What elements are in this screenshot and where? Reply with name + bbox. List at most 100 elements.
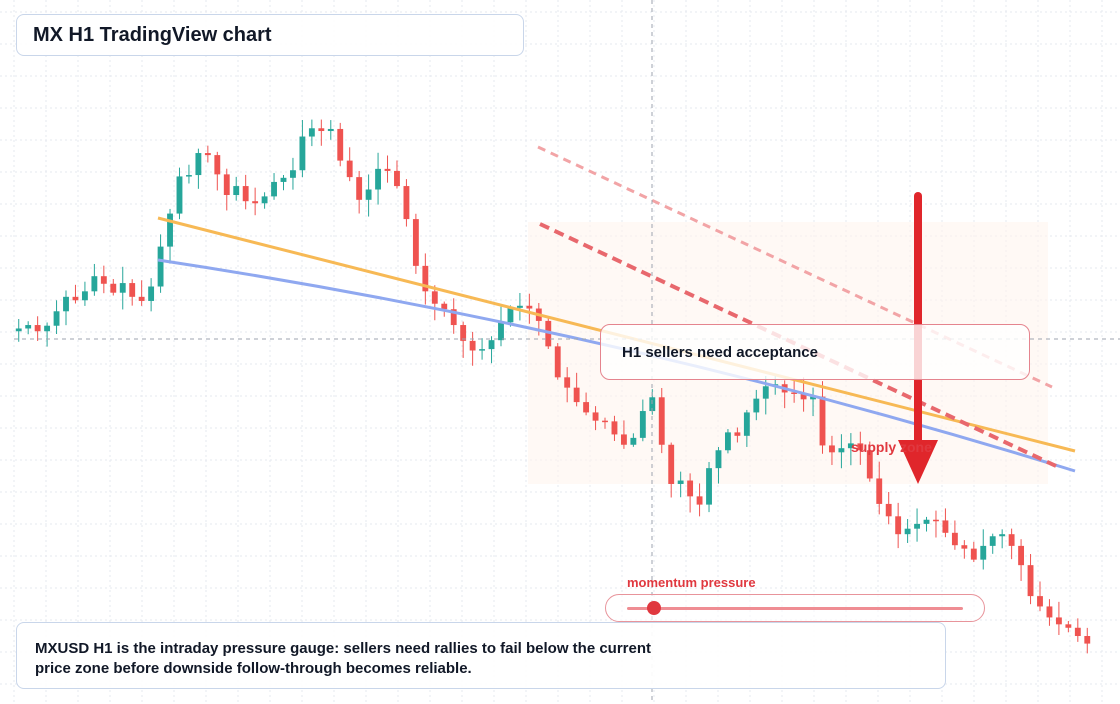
candle-bearish	[545, 320, 552, 347]
candle-bullish	[507, 307, 514, 323]
candle-bearish	[791, 392, 798, 394]
candle-bullish	[999, 534, 1006, 537]
candle-bearish	[942, 520, 949, 533]
supply-zone-label: supply zone	[851, 439, 932, 455]
candle-bearish	[223, 174, 230, 196]
candle-bearish	[422, 265, 429, 292]
momentum-gauge-track	[627, 607, 963, 610]
candle-bullish	[375, 168, 381, 190]
candle-bullish	[488, 340, 495, 350]
momentum-gauge-knob[interactable]	[646, 601, 661, 615]
candle-bearish	[961, 545, 968, 549]
candle-bearish	[346, 160, 353, 178]
candle-bullish	[630, 437, 637, 445]
momentum-gauge-label: momentum pressure	[627, 575, 756, 590]
candle-bullish	[649, 397, 656, 412]
candle-bullish	[677, 480, 684, 484]
candle-bearish	[214, 155, 221, 175]
candle-bullish	[81, 291, 88, 301]
candle-bullish	[280, 177, 287, 182]
candle-bearish	[554, 346, 561, 378]
candle-bearish	[592, 412, 599, 421]
candle-bearish	[564, 377, 571, 388]
candle-bullish	[762, 386, 769, 399]
candle-bullish	[847, 443, 854, 449]
candle-bearish	[34, 325, 41, 332]
candle-bullish	[53, 311, 60, 326]
candle-bearish	[696, 496, 703, 505]
candle-bearish	[687, 480, 694, 497]
candle-bullish	[810, 396, 816, 400]
candle-bearish	[885, 503, 892, 517]
candle-bearish	[829, 445, 835, 453]
candle-bearish	[800, 393, 807, 400]
candle-bearish	[602, 420, 608, 423]
candle-bearish	[668, 444, 675, 484]
candle-bullish	[261, 196, 268, 204]
candle-bullish	[516, 305, 523, 308]
candle-bearish	[1037, 596, 1043, 607]
candle-bullish	[176, 176, 183, 214]
candle-bullish	[167, 213, 173, 247]
candle-bearish	[72, 296, 79, 301]
candle-bullish	[119, 283, 126, 293]
candle-bearish	[129, 283, 136, 297]
candle-bearish	[242, 186, 249, 202]
candle-bearish	[526, 305, 533, 309]
analysis-note-box: MXUSD H1 is the intraday pressure gauge:…	[16, 622, 946, 689]
candle-bearish	[951, 532, 958, 546]
candle-bearish	[895, 516, 902, 535]
candle-bearish	[1018, 545, 1025, 566]
candle-bearish	[876, 478, 883, 504]
candle-bearish	[450, 309, 457, 326]
candle-bullish	[753, 398, 760, 413]
candle-bullish	[743, 412, 750, 436]
candle-bullish	[63, 296, 69, 312]
candle-bullish	[980, 545, 987, 560]
candle-bearish	[337, 128, 344, 161]
acceptance-callout-text: H1 sellers need acceptance	[622, 343, 818, 361]
candle-bullish	[914, 523, 920, 529]
candle-bullish	[838, 448, 845, 453]
candle-bearish	[819, 396, 826, 446]
candle-bullish	[639, 411, 646, 438]
candle-bearish	[394, 170, 400, 187]
candle-bearish	[138, 296, 145, 301]
candle-bullish	[233, 186, 240, 196]
candle-bullish	[923, 519, 930, 524]
candle-bearish	[1008, 534, 1015, 546]
candle-bearish	[866, 450, 873, 479]
acceptance-callout: H1 sellers need acceptance	[600, 324, 1030, 380]
candle-bearish	[611, 421, 618, 435]
candle-bearish	[658, 397, 665, 445]
candle-bearish	[412, 219, 419, 266]
candle-bearish	[356, 177, 363, 200]
downtrend-arrow-icon	[898, 440, 938, 484]
candle-bearish	[204, 153, 211, 156]
candle-bearish	[460, 325, 467, 341]
candle-bearish	[1027, 565, 1034, 597]
candle-bullish	[15, 328, 22, 332]
candle-bullish	[186, 175, 192, 177]
candle-bullish	[148, 286, 155, 301]
candle-bullish	[44, 325, 51, 332]
candle-bearish	[1046, 606, 1053, 618]
candle-bearish	[318, 128, 325, 132]
candle-bullish	[498, 322, 504, 341]
candle-bearish	[431, 291, 438, 304]
candle-bullish	[706, 468, 712, 505]
candle-bullish	[91, 276, 98, 292]
candle-bearish	[933, 519, 939, 522]
candle-bearish	[734, 432, 741, 436]
candle-bearish	[441, 303, 448, 310]
candle-bearish	[1074, 627, 1081, 637]
candle-bearish	[573, 387, 580, 403]
candle-bearish	[1084, 636, 1091, 644]
candle-bullish	[904, 528, 911, 535]
candle-bullish	[308, 128, 315, 137]
candle-bullish	[479, 349, 486, 351]
candle-bullish	[25, 325, 32, 329]
candle-bearish	[384, 168, 391, 171]
candle-bullish	[989, 536, 996, 546]
candle-bullish	[195, 153, 202, 176]
